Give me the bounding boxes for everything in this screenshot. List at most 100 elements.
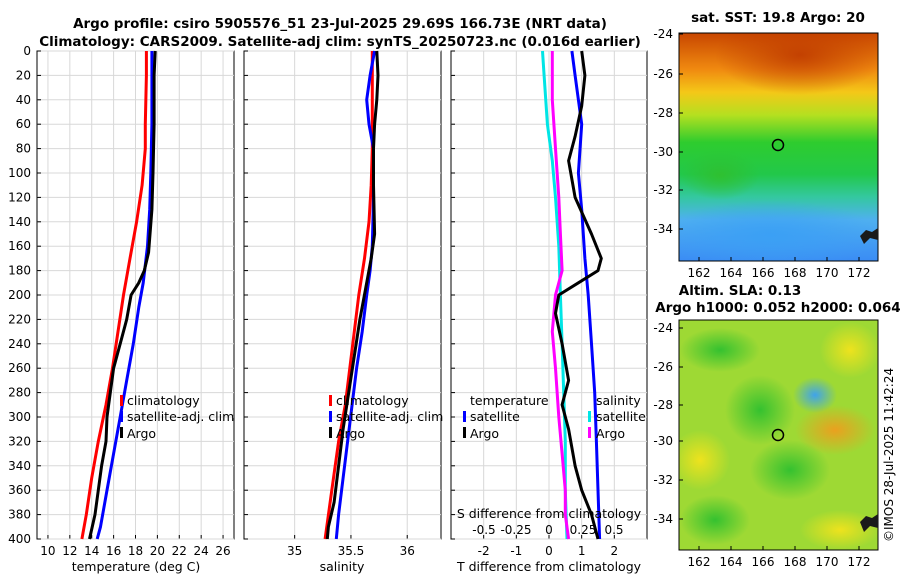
depth-tick-label: 240: [8, 337, 31, 351]
lon-tick-label: 172: [848, 555, 871, 569]
figure-title-line1: Argo profile: csiro 5905576_51 23-Jul-20…: [73, 16, 607, 32]
imos-watermark: ©IMOS 28-Jul-2025 11:42:24: [882, 368, 896, 542]
legend-swatch-argo: [329, 427, 332, 438]
depth-tick-label: 180: [8, 264, 31, 278]
x-tick-label: 16: [106, 544, 121, 558]
lon-tick-label: 164: [720, 266, 743, 280]
sst-map-frame: [678, 32, 879, 262]
sla-latitude-axis: -24 -26 -28 -30 -32 -34: [653, 321, 683, 526]
depth-tick-label: 160: [8, 239, 31, 253]
lat-tick-label: -30: [653, 145, 673, 159]
x-tick-label: 22: [172, 544, 187, 558]
series-line-t-satellite: [541, 50, 569, 540]
sla-map-frame: [678, 319, 879, 551]
difference-lines: [541, 50, 603, 540]
s-tick-label: -0.5: [472, 523, 495, 537]
depth-tick-label: 380: [8, 508, 31, 522]
depth-tick-label: 20: [16, 68, 31, 82]
depth-tick-label: 200: [8, 288, 31, 302]
sla-high-patch: [679, 430, 730, 490]
legend-label-climatology: climatology: [336, 393, 409, 408]
lon-tick-label: 162: [688, 266, 711, 280]
legend-header-temperature: temperature: [470, 393, 549, 408]
x-tick-label: 0: [545, 544, 553, 558]
x-tick-label: 20: [150, 544, 165, 558]
legend-swatch-s-argo: [588, 427, 591, 438]
lat-tick-label: -24: [653, 321, 673, 335]
temperature-axis-label: temperature (deg C): [72, 559, 201, 574]
lon-tick-label: 162: [688, 555, 711, 569]
s-difference-axis-label: S difference from climatology: [457, 506, 642, 521]
sla-low-patch: [680, 328, 760, 372]
x-tick-label: 10: [40, 544, 55, 558]
s-tick-label: 0.25: [570, 523, 597, 537]
x-tick-label: 12: [62, 544, 77, 558]
series-line-satellite-adj-clim: [334, 50, 377, 540]
sst-green-patch: [680, 150, 760, 200]
sla-map-title: Altim. SLA: 0.13: [679, 283, 801, 299]
s-tick-label: 0: [545, 523, 553, 537]
legend-label-argo: Argo: [127, 426, 156, 441]
series-line-t-argo: [550, 51, 571, 540]
s-tick-label: -0.25: [500, 523, 531, 537]
depth-axis: 0 20 40 60 80 100 120 140 160 180 200 220 240 260 280 3…: [8, 44, 31, 546]
legend-swatch-satellite: [120, 411, 123, 422]
lon-tick-label: 164: [720, 555, 743, 569]
sla-high-patch: [820, 322, 878, 378]
x-tick-label: 36: [400, 544, 415, 558]
x-tick-label: 35.5: [338, 544, 365, 558]
sst-map-title: sat. SST: 19.8 Argo: 20: [691, 10, 865, 26]
salinity-axis: 35 35.5 36: [244, 50, 441, 558]
lat-tick-label: -34: [653, 222, 673, 236]
x-tick-label: 26: [215, 544, 230, 558]
depth-tick-label: 320: [8, 434, 31, 448]
temperature-legend: climatology satellite-adj. clim Argo: [120, 393, 234, 441]
sla-map: Altim. SLA: 0.13 Argo h1000: 0.052 h2000…: [653, 283, 900, 569]
x-tick-label: 24: [194, 544, 209, 558]
lon-tick-label: 166: [752, 555, 775, 569]
lat-tick-label: -26: [653, 360, 673, 374]
s-difference-ticks: -0.5 -0.25 0 0.25 0.5: [472, 523, 623, 537]
lat-tick-label: -32: [653, 183, 673, 197]
legend-label-climatology: climatology: [127, 393, 200, 408]
lat-tick-label: -32: [653, 473, 673, 487]
sst-latitude-axis: -24 -26 -28 -30 -32 -34: [653, 27, 683, 236]
series-line-climatology: [80, 51, 148, 540]
lon-tick-label: 172: [848, 266, 871, 280]
legend-swatch-s-satellite: [588, 411, 591, 422]
depth-tick-label: 40: [16, 93, 31, 107]
legend-swatch-t-satellite: [463, 411, 466, 422]
figure-title-line2: Climatology: CARS2009. Satellite-adj cli…: [39, 34, 641, 50]
salinity-legend: climatology satellite-adj. clim Argo: [329, 393, 443, 441]
lat-tick-label: -28: [653, 398, 673, 412]
x-tick-label: -2: [478, 544, 490, 558]
lat-tick-label: -24: [653, 27, 673, 41]
legend-swatch-argo: [120, 427, 123, 438]
depth-tick-label: 280: [8, 386, 31, 400]
x-tick-label: 1: [578, 544, 586, 558]
depth-tick-label: 260: [8, 361, 31, 375]
legend-label-s-satellite: satellite: [596, 409, 646, 424]
sla-low-patch: [680, 495, 750, 545]
sla-low-patch: [793, 377, 837, 413]
lat-tick-label: -30: [653, 434, 673, 448]
legend-swatch-climatology: [120, 395, 123, 406]
s-tick-label: 0.5: [604, 523, 623, 537]
sla-map-subtitle: Argo h1000: 0.052 h2000: 0.064: [655, 300, 900, 316]
legend-label-argo: Argo: [336, 426, 365, 441]
x-tick-label: 18: [128, 544, 143, 558]
salinity-lines: [323, 50, 380, 540]
legend-swatch-satellite: [329, 411, 332, 422]
difference-legend: temperature salinity satellite Argo sate…: [463, 393, 646, 441]
depth-tick-label: 400: [8, 532, 31, 546]
depth-tick-label: 60: [16, 117, 31, 131]
depth-tick-label: 340: [8, 459, 31, 473]
t-difference-axis-label: T difference from climatology: [456, 559, 642, 574]
series-line-satellite-adj-clim: [95, 51, 154, 540]
lon-tick-label: 166: [752, 266, 775, 280]
coastline-icon: [860, 514, 878, 532]
lon-tick-label: 168: [784, 266, 807, 280]
lat-tick-label: -34: [653, 512, 673, 526]
x-tick-label: 2: [611, 544, 619, 558]
salinity-axis-label: salinity: [320, 559, 365, 574]
